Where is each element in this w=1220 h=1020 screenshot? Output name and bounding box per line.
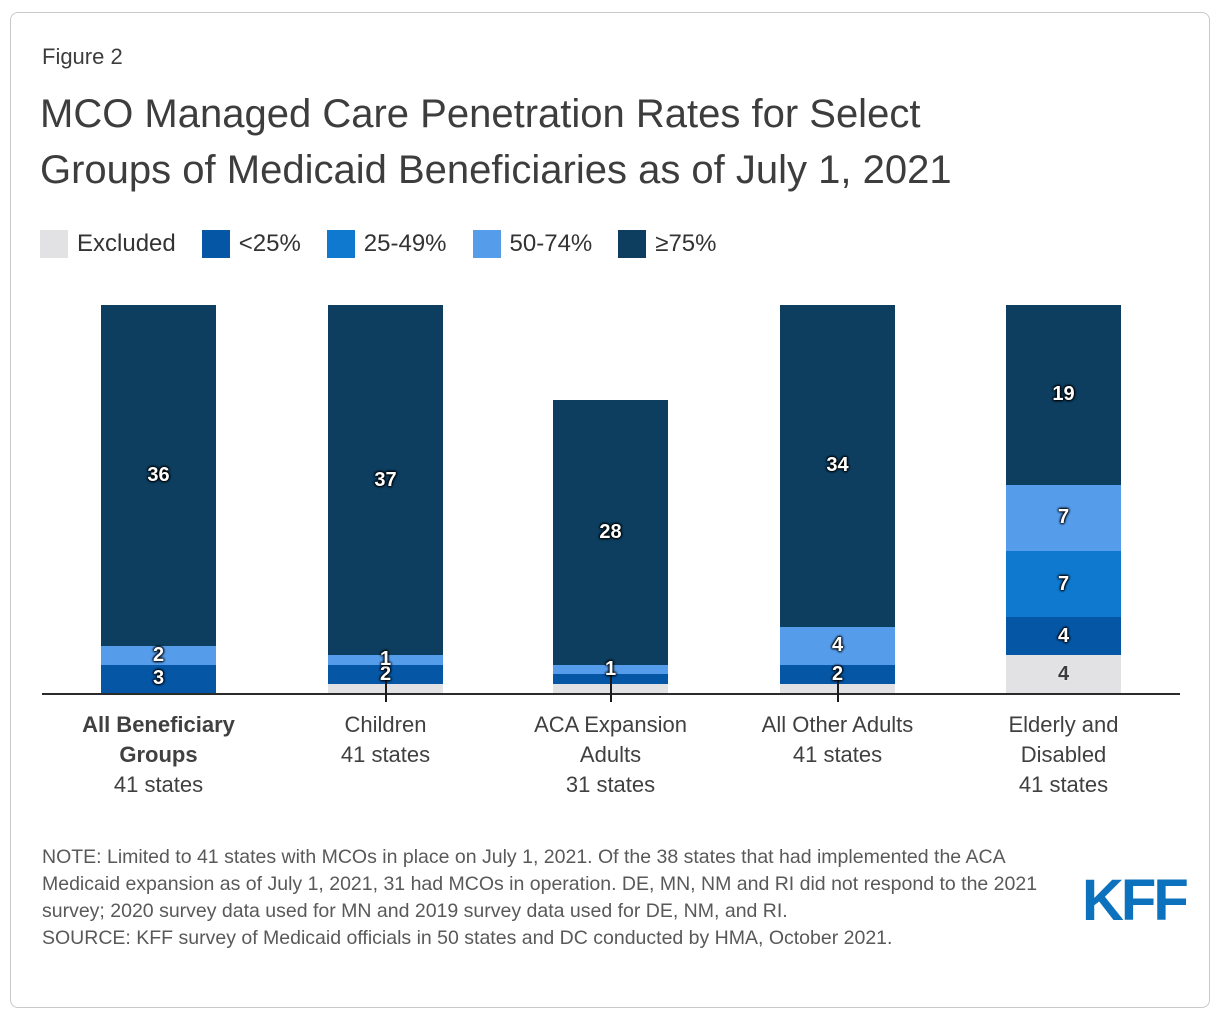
bar-segment: 28 [553, 399, 668, 665]
kff-logo: KFF [1082, 868, 1189, 933]
segment-value-label: 4 [831, 634, 844, 657]
legend-item-lt25: <25% [201, 230, 301, 258]
bar-segment: 2 [101, 643, 216, 666]
label-leader-line [609, 674, 612, 702]
legend-label: 50-74% [509, 230, 593, 257]
segment-value-label: 2 [379, 662, 392, 685]
category-label: ACA Expansion Adults 31 states [516, 710, 706, 800]
legend: Excluded <25% 25-49% 50-74% ≥75% [40, 230, 716, 258]
segment-value-label: 34 [826, 454, 849, 477]
legend-swatch-excluded [40, 230, 68, 258]
segment-value-label: 7 [1057, 506, 1070, 529]
segment-value-label: 1 [604, 657, 617, 680]
bar-segment: 1 [553, 659, 668, 679]
label-leader-line [836, 674, 839, 702]
category-name: Children [344, 712, 427, 737]
legend-swatch-lt25 [201, 230, 230, 258]
bar-segment: 37 [328, 305, 443, 656]
legend-label: Excluded [77, 230, 176, 257]
note-text: NOTE: Limited to 41 states with MCOs in … [42, 846, 1038, 922]
segment-value-label: 2 [152, 643, 165, 666]
category-label: All Other Adults 41 states [743, 710, 933, 770]
bar-segment: 4 [1006, 655, 1121, 693]
legend-swatch-25-49 [326, 230, 355, 258]
category-states-count: 41 states [792, 742, 883, 767]
legend-swatch-50-74 [472, 230, 501, 258]
legend-label: ≥75% [655, 230, 717, 257]
category-name: All Beneficiary Groups [82, 712, 235, 767]
category-states-count: 41 states [340, 742, 431, 767]
legend-swatch-ge75 [618, 230, 647, 258]
category-states-count: 41 states [1018, 772, 1109, 797]
segment-value-label: 3 [152, 667, 165, 690]
bar-segment: 19 [1006, 305, 1121, 485]
legend-label: 25-49% [363, 230, 447, 257]
segment-value-label: 4 [1057, 662, 1070, 685]
bar-segment: 4 [1006, 617, 1121, 656]
bar-segment: 36 [101, 305, 216, 646]
figure-label: Figure 2 [42, 44, 123, 69]
bar-segment: 2 [780, 662, 895, 685]
source-text: SOURCE: KFF survey of Medicaid officials… [42, 927, 893, 949]
legend-item-25-49: 25-49% [326, 230, 447, 258]
segment-value-label: 37 [374, 468, 397, 491]
chart-title-line1: MCO Managed Care Penetration Rates for S… [40, 92, 921, 136]
bar-segment: 4 [780, 626, 895, 665]
bar-segment: 7 [1006, 484, 1121, 552]
bar-segment: 2 [328, 662, 443, 685]
category-label: Elderly and Disabled 41 states [969, 710, 1159, 800]
category-states-count: 31 states [565, 772, 656, 797]
category-label: All Beneficiary Groups 41 states [64, 710, 254, 800]
segment-value-label: 28 [599, 520, 622, 543]
segment-value-label: 36 [147, 463, 170, 486]
category-name: ACA Expansion Adults [534, 712, 687, 767]
category-label: Children 41 states [291, 710, 481, 770]
legend-label: <25% [238, 230, 301, 257]
category-name: Elderly and Disabled [1008, 712, 1119, 767]
segment-value-label: 19 [1052, 383, 1075, 406]
legend-item-50-74: 50-74% [472, 230, 593, 258]
segment-value-label: 7 [1057, 572, 1070, 595]
segment-value-label: 2 [831, 662, 844, 685]
chart-title: MCO Managed Care Penetration Rates for S… [40, 86, 952, 198]
category-states-count: 41 states [113, 772, 204, 797]
chart-title-line2: Groups of Medicaid Beneficiaries as of J… [40, 148, 952, 192]
legend-item-ge75: ≥75% [618, 230, 716, 258]
label-leader-line [384, 674, 387, 702]
bar-segment: 1 [328, 649, 443, 669]
footnotes: NOTE: Limited to 41 states with MCOs in … [42, 844, 1057, 952]
bar-segment: 3 [101, 664, 216, 693]
bar-segment: 7 [1006, 551, 1121, 618]
category-name: All Other Adults [761, 712, 914, 737]
bar-segment: 34 [780, 305, 895, 627]
legend-item-excluded: Excluded [40, 230, 176, 258]
segment-value-label: 1 [379, 648, 392, 671]
segment-value-label: 4 [1057, 624, 1070, 647]
